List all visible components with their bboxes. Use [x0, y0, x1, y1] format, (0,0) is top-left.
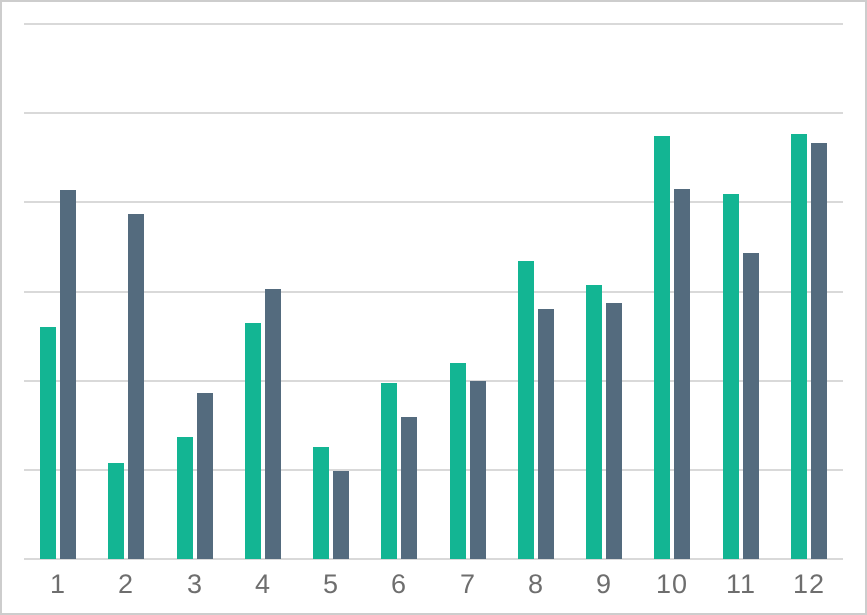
plot-area — [24, 23, 843, 560]
x-axis: 1 2 3 4 5 6 7 8 9 10 11 12 — [24, 569, 843, 603]
y-gridline — [24, 291, 843, 293]
bar-slate-series-cat11 — [743, 253, 759, 559]
y-gridline — [24, 558, 843, 560]
bar-slate-series-cat8 — [538, 309, 554, 559]
y-gridline — [24, 201, 843, 203]
x-axis-label: 4 — [254, 569, 272, 599]
bar-green-series-cat1 — [40, 327, 56, 559]
x-axis-label: 12 — [792, 569, 826, 599]
bar-slate-series-cat4 — [265, 289, 281, 559]
x-axis-label: 8 — [527, 569, 545, 599]
bar-slate-series-cat1 — [60, 190, 76, 559]
y-gridline — [24, 469, 843, 471]
x-axis-label: 6 — [390, 569, 408, 599]
bar-green-series-cat9 — [586, 285, 602, 559]
bar-green-series-cat8 — [518, 261, 534, 559]
bar-green-series-cat4 — [245, 323, 261, 559]
x-axis-label: 9 — [595, 569, 613, 599]
y-gridline — [24, 23, 843, 25]
bar-slate-series-cat10 — [674, 189, 690, 559]
bar-green-series-cat2 — [108, 463, 124, 559]
bar-slate-series-cat7 — [470, 381, 486, 559]
bar-green-series-cat7 — [450, 363, 466, 559]
bar-green-series-cat10 — [654, 136, 670, 559]
y-gridline — [24, 112, 843, 114]
bar-slate-series-cat5 — [333, 471, 349, 559]
x-axis-label: 3 — [186, 569, 204, 599]
x-axis-label: 2 — [117, 569, 135, 599]
bar-slate-series-cat12 — [811, 143, 827, 559]
bar-slate-series-cat3 — [197, 393, 213, 559]
x-axis-label: 7 — [459, 569, 477, 599]
bar-green-series-cat5 — [313, 447, 329, 559]
x-axis-label: 5 — [322, 569, 340, 599]
bar-green-series-cat12 — [791, 134, 807, 559]
bar-green-series-cat3 — [177, 437, 193, 559]
bar-slate-series-cat6 — [401, 417, 417, 559]
bar-slate-series-cat9 — [606, 303, 622, 559]
y-gridline — [24, 380, 843, 382]
bar-slate-series-cat2 — [128, 214, 144, 559]
x-axis-label: 1 — [49, 569, 67, 599]
x-axis-label: 10 — [655, 569, 689, 599]
x-axis-label: 11 — [725, 569, 757, 599]
bar-green-series-cat6 — [381, 383, 397, 559]
bar-green-series-cat11 — [723, 194, 739, 559]
